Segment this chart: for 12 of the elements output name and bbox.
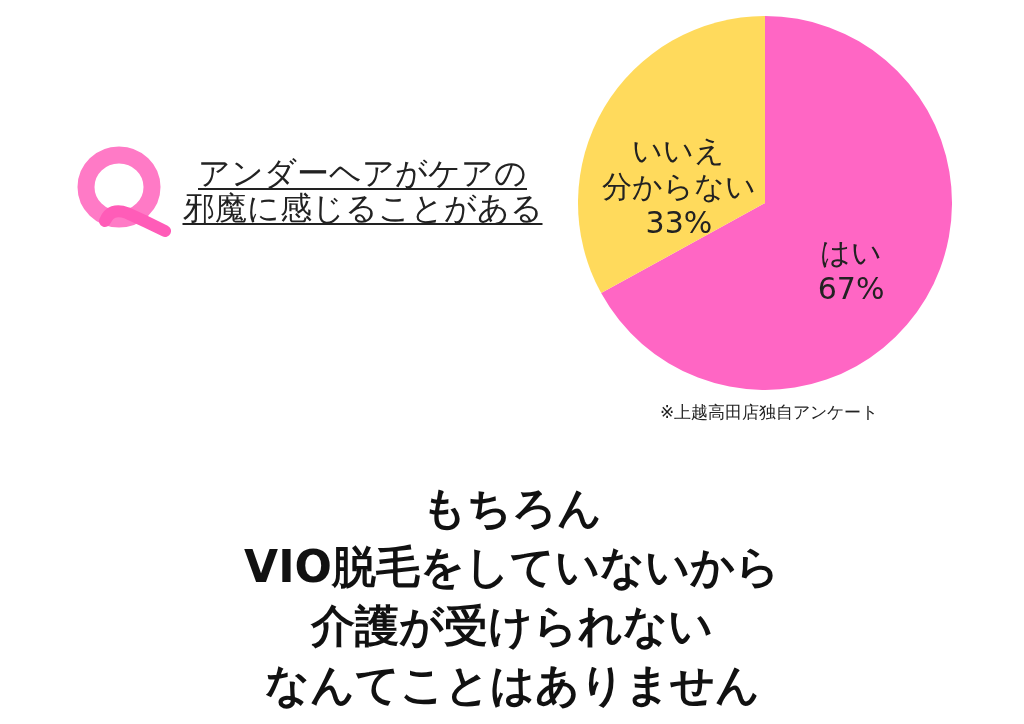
pie-slice [601,16,952,390]
text: ※上越高田店独自アンケート [658,401,880,423]
text: 介護が受けられない [309,599,714,653]
data-label: 67% [817,270,885,306]
text: なんてことはありません [263,658,761,712]
text: アンダーヘアがケアの邪魔に感じることがある [182,154,543,227]
text: もちろん [421,481,603,535]
pie-slice [578,16,765,294]
slice-label: いいえ分からない [601,133,756,205]
text: VIO脱毛をしていないから [243,540,781,594]
slice-label: はい [820,234,883,270]
data-label: 33% [645,205,713,241]
